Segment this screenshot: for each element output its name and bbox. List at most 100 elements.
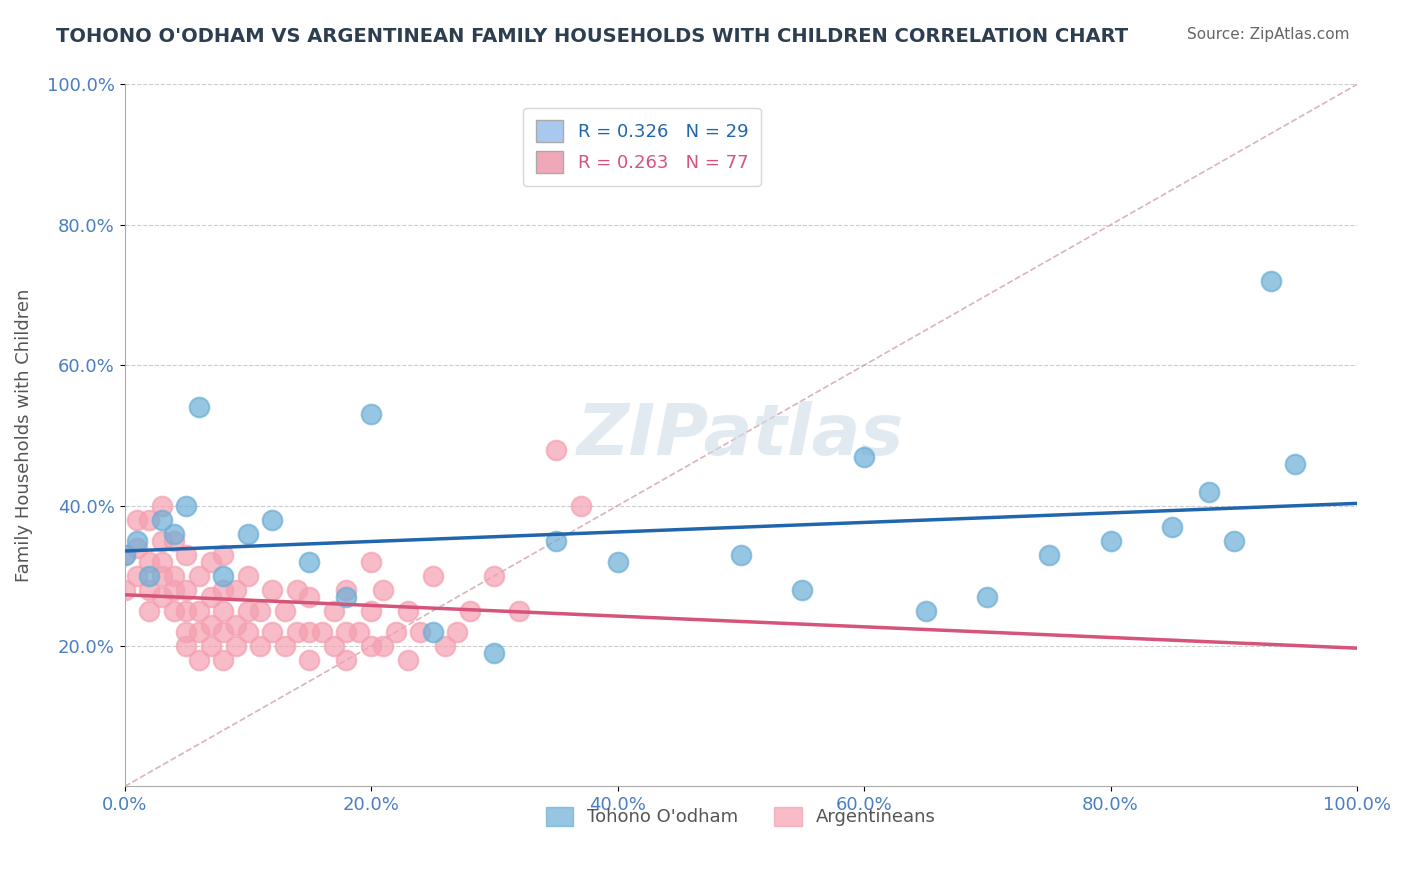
Point — [1099, 533, 1122, 548]
Text: TOHONO O'ODHAM VS ARGENTINEAN FAMILY HOUSEHOLDS WITH CHILDREN CORRELATION CHART: TOHONO O'ODHAM VS ARGENTINEAN FAMILY HOU… — [56, 27, 1129, 45]
Point — [422, 569, 444, 583]
Point — [285, 625, 308, 640]
Point — [298, 625, 321, 640]
Point — [360, 639, 382, 653]
Point — [792, 582, 814, 597]
Point — [544, 533, 567, 548]
Point — [174, 604, 197, 618]
Point — [174, 548, 197, 562]
Point — [114, 548, 136, 562]
Point — [150, 533, 173, 548]
Point — [1284, 457, 1306, 471]
Point — [730, 548, 752, 562]
Point — [138, 604, 160, 618]
Point — [200, 555, 222, 569]
Point — [163, 604, 186, 618]
Point — [249, 604, 271, 618]
Point — [569, 499, 592, 513]
Point — [274, 639, 297, 653]
Point — [225, 639, 247, 653]
Point — [446, 625, 468, 640]
Point — [914, 604, 936, 618]
Point — [396, 604, 419, 618]
Point — [373, 639, 395, 653]
Point — [298, 653, 321, 667]
Point — [212, 604, 235, 618]
Point — [163, 582, 186, 597]
Point — [236, 526, 259, 541]
Point — [174, 582, 197, 597]
Point — [138, 582, 160, 597]
Point — [1161, 519, 1184, 533]
Point — [1222, 533, 1244, 548]
Point — [138, 513, 160, 527]
Point — [484, 569, 506, 583]
Point — [125, 541, 148, 555]
Point — [174, 499, 197, 513]
Point — [484, 646, 506, 660]
Point — [249, 639, 271, 653]
Point — [1260, 274, 1282, 288]
Point — [360, 604, 382, 618]
Point — [163, 526, 186, 541]
Legend: Tohono O'odham, Argentineans: Tohono O'odham, Argentineans — [538, 800, 943, 834]
Point — [163, 569, 186, 583]
Point — [544, 442, 567, 457]
Point — [150, 569, 173, 583]
Point — [212, 625, 235, 640]
Point — [373, 582, 395, 597]
Point — [150, 513, 173, 527]
Point — [125, 533, 148, 548]
Point — [976, 590, 998, 604]
Point — [1198, 484, 1220, 499]
Point — [323, 639, 346, 653]
Point — [508, 604, 530, 618]
Point — [200, 639, 222, 653]
Y-axis label: Family Households with Children: Family Households with Children — [15, 289, 32, 582]
Point — [236, 569, 259, 583]
Point — [335, 653, 357, 667]
Point — [225, 582, 247, 597]
Point — [150, 555, 173, 569]
Point — [262, 625, 284, 640]
Point — [125, 569, 148, 583]
Point — [114, 582, 136, 597]
Point — [138, 555, 160, 569]
Point — [262, 582, 284, 597]
Point — [347, 625, 370, 640]
Point — [360, 555, 382, 569]
Point — [163, 533, 186, 548]
Point — [138, 569, 160, 583]
Point — [150, 590, 173, 604]
Point — [174, 639, 197, 653]
Point — [606, 555, 628, 569]
Point — [298, 555, 321, 569]
Point — [335, 582, 357, 597]
Point — [225, 618, 247, 632]
Point — [323, 604, 346, 618]
Point — [212, 653, 235, 667]
Point — [212, 582, 235, 597]
Point — [409, 625, 432, 640]
Point — [335, 590, 357, 604]
Text: Source: ZipAtlas.com: Source: ZipAtlas.com — [1187, 27, 1350, 42]
Point — [187, 569, 209, 583]
Point — [187, 604, 209, 618]
Point — [458, 604, 481, 618]
Point — [125, 513, 148, 527]
Point — [187, 625, 209, 640]
Point — [200, 618, 222, 632]
Point — [274, 604, 297, 618]
Point — [384, 625, 406, 640]
Point — [422, 625, 444, 640]
Point — [114, 548, 136, 562]
Point — [200, 590, 222, 604]
Point — [335, 625, 357, 640]
Point — [174, 625, 197, 640]
Text: ZIPatlas: ZIPatlas — [576, 401, 904, 470]
Point — [1038, 548, 1060, 562]
Point — [212, 569, 235, 583]
Point — [187, 401, 209, 415]
Point — [236, 625, 259, 640]
Point — [212, 548, 235, 562]
